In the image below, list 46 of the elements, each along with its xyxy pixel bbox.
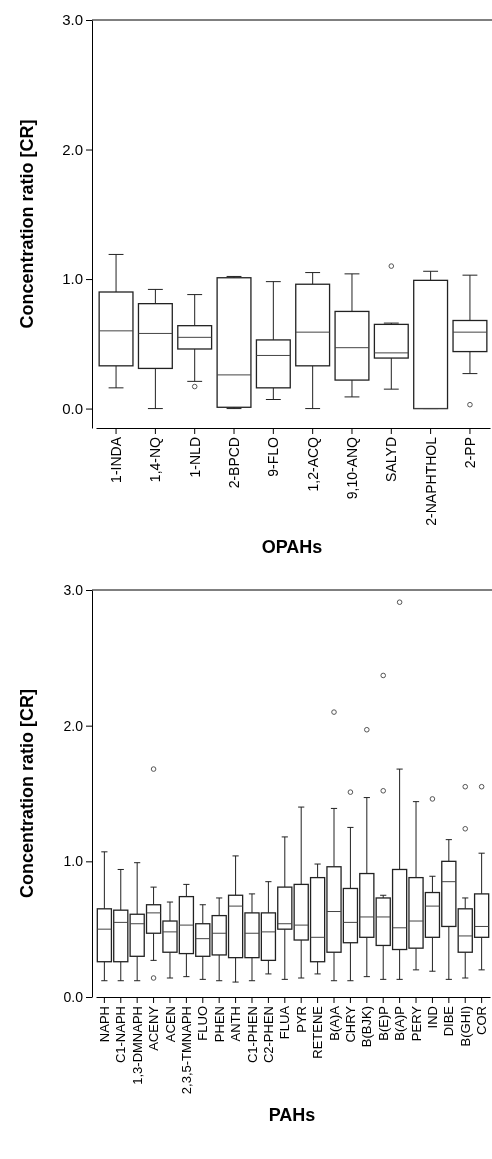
x-tick-label: C1-NAPH: [113, 1006, 129, 1064]
y-tick-label: 3.0: [63, 581, 84, 598]
x-tick-label: FLUA: [277, 1005, 293, 1040]
y-tick-label: 1.0: [62, 270, 83, 288]
x-tick-label: 9-FLO: [265, 436, 282, 477]
y-tick-label: 1.0: [63, 853, 84, 870]
x-axis-title: OPAHs: [261, 536, 323, 557]
x-tick-label: NAPH: [96, 1006, 112, 1043]
x-tick-label: 2-PP: [461, 437, 478, 469]
x-tick-label: B(E)P: [375, 1006, 391, 1041]
x-tick-label: C2-PHEN: [260, 1006, 276, 1064]
x-tick-label: 1-INDA: [107, 436, 124, 483]
x-tick-label: B(A)P: [392, 1006, 408, 1041]
x-tick-label: PHEN: [211, 1006, 227, 1043]
y-tick-label: 0.0: [62, 399, 83, 417]
x-tick-label: B(A)A: [326, 1005, 342, 1041]
y-tick-label: 2.0: [63, 717, 84, 734]
x-tick-label: 1,3-DMNAPH: [129, 1006, 145, 1085]
x-tick-label: ANTH: [228, 1006, 244, 1042]
x-tick-label: PERY: [408, 1005, 424, 1042]
x-tick-label: 2-NAPHTHOL: [422, 436, 439, 526]
x-tick-label: 1,2-ACQ: [304, 436, 321, 492]
x-tick-label: 2-BPCD: [225, 437, 242, 489]
y-axis-title: Concentration ratio [CR]: [17, 119, 37, 329]
x-tick-label: ACENY: [146, 1005, 162, 1051]
x-tick-label: 1,4-NQ: [147, 436, 164, 483]
y-axis-title: Concentration ratio [CR]: [17, 689, 37, 898]
y-tick-label: 0.0: [63, 988, 84, 1005]
x-tick-label: COR: [474, 1006, 490, 1035]
x-tick-label: B(GHI): [457, 1006, 473, 1047]
x-tick-label: DIBE: [441, 1005, 457, 1037]
x-tick-label: ACEN: [162, 1006, 178, 1043]
x-tick-label: SALYD: [383, 437, 400, 482]
x-tick-label: FLUO: [195, 1006, 211, 1041]
y-tick-label: 3.0: [62, 11, 83, 29]
x-tick-label: PYR: [293, 1006, 309, 1033]
x-tick-label: 9,10-ANQ: [343, 436, 360, 500]
x-tick-label: B(BJK): [359, 1006, 375, 1048]
y-tick-label: 2.0: [62, 140, 83, 158]
x-tick-label: CHRY: [342, 1005, 358, 1043]
x-tick-label: 2,3,5-TMNAPH: [178, 1006, 194, 1095]
x-axis-title: PAHs: [268, 1105, 316, 1126]
x-tick-label: 1-NLD: [186, 437, 203, 478]
x-tick-label: IND: [424, 1006, 440, 1029]
x-tick-label: RETENE: [310, 1005, 326, 1059]
x-tick-label: C1-PHEN: [244, 1006, 260, 1064]
